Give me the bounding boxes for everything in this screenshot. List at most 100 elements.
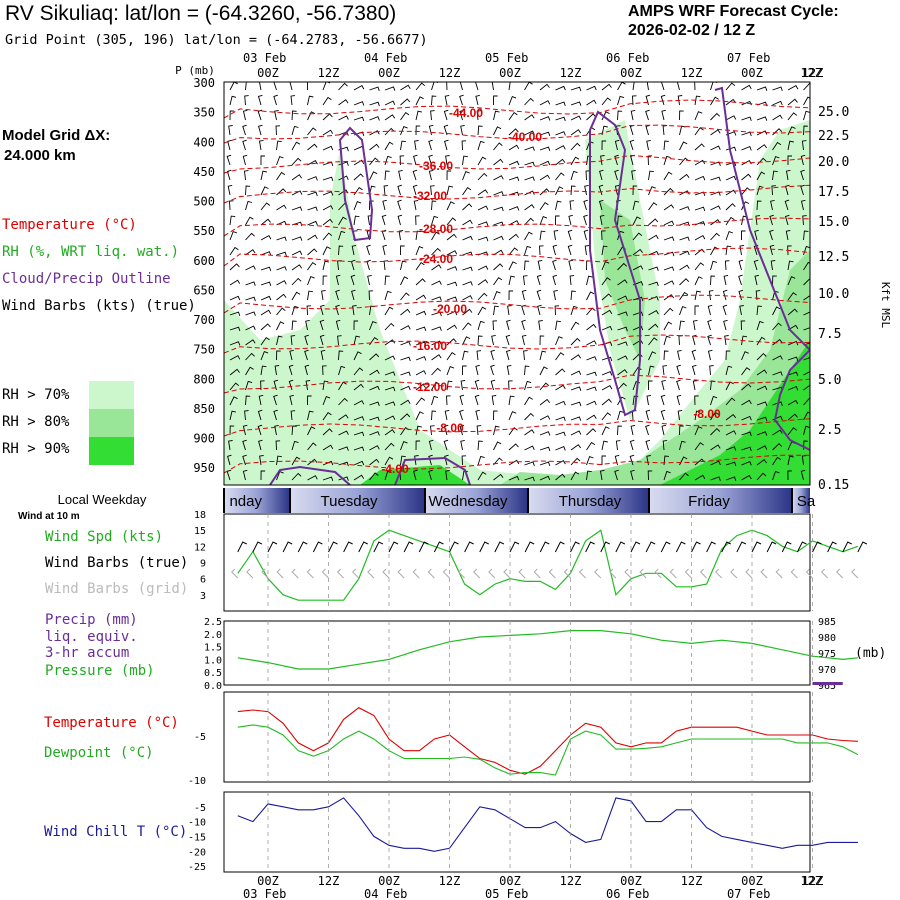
wind-barb <box>524 396 533 406</box>
wind-barb <box>245 380 253 391</box>
wind-barb <box>694 206 706 212</box>
wind-barb <box>335 319 341 331</box>
wind-barb <box>663 266 675 271</box>
wind-barb <box>787 112 798 121</box>
wind-barb <box>679 278 690 286</box>
wind-barb <box>707 319 712 331</box>
wind-barb <box>415 278 426 286</box>
wind-barb <box>725 98 736 106</box>
wind-barb <box>229 82 238 91</box>
wind-barb <box>428 439 434 451</box>
wind-barb <box>787 308 798 316</box>
wind-barb <box>258 394 264 406</box>
wind-barb-true <box>570 541 580 553</box>
wind-barb <box>307 426 316 436</box>
wind-barb <box>756 385 768 391</box>
wind-barb <box>291 174 302 181</box>
wind-barb <box>431 215 439 226</box>
wind-barb <box>477 236 489 242</box>
wind-barb <box>276 321 285 331</box>
wind-barb <box>617 369 628 376</box>
wind-barb <box>601 230 606 241</box>
wind-barb <box>677 349 682 361</box>
wind-barb <box>617 95 625 106</box>
wind-barb <box>307 442 317 451</box>
wind-barb <box>555 336 563 346</box>
wind-barb <box>384 100 396 106</box>
wind-barb <box>524 231 533 241</box>
wind-barb <box>539 335 545 346</box>
wind-barb-true <box>812 541 822 553</box>
wind-barb <box>710 411 719 421</box>
wind-chill-tick: -5 <box>194 803 206 814</box>
wind-barb <box>276 335 283 346</box>
wind-barb <box>304 349 309 361</box>
wind-barb <box>335 274 341 286</box>
pressure-tick-right: 970 <box>818 665 836 676</box>
wind-barb-true <box>842 541 852 553</box>
wind-barb <box>508 220 520 226</box>
wind-barb-grid <box>261 568 269 579</box>
wind-barb <box>539 245 544 256</box>
wind-barb <box>369 171 378 181</box>
wind-barb <box>803 411 810 421</box>
wind-barb <box>803 371 810 376</box>
wind-barb <box>289 349 294 361</box>
wind-barb <box>570 185 576 196</box>
wind-barb <box>242 454 247 466</box>
wind-barb <box>614 139 620 151</box>
wind-barb <box>508 459 520 466</box>
wind-barb-grid <box>412 568 420 579</box>
wind-barb <box>756 352 767 361</box>
wind-barb <box>772 401 783 406</box>
wind-barb <box>290 410 296 421</box>
wind-barb <box>462 295 473 301</box>
wind-barb <box>663 321 673 331</box>
wind-barb-true <box>464 541 474 553</box>
wind-barb <box>462 266 473 272</box>
wind-barb <box>382 244 387 256</box>
wind-barb <box>586 85 597 91</box>
wind-barb <box>741 230 746 240</box>
wind-barb <box>260 295 272 301</box>
wind-barb <box>291 320 297 331</box>
pressure-tick: 850 <box>193 402 215 416</box>
wind-barb <box>291 190 303 196</box>
wind-barb <box>539 382 550 391</box>
kft-tick: 2.5 <box>818 423 841 438</box>
pressure-tick: 400 <box>193 135 215 149</box>
wind-barb <box>741 131 752 137</box>
grid-point-subtitle: Grid Point (305, 196) lat/lon = (-64.278… <box>5 32 428 48</box>
wind-barb <box>601 325 613 331</box>
wind-barb <box>338 381 347 391</box>
wind-barb <box>555 431 566 437</box>
wind-barb <box>459 394 465 406</box>
wind-barb <box>477 140 485 151</box>
wind-barb <box>648 234 659 241</box>
wind-barb <box>614 184 620 196</box>
wind-barb <box>353 351 362 361</box>
wind-barb-grid <box>231 568 239 579</box>
wind-barb <box>661 82 665 91</box>
wind-barb <box>400 371 411 377</box>
wind-barb <box>508 247 519 256</box>
wind-barb <box>617 326 628 332</box>
wind-barb <box>260 251 272 256</box>
pressure-tick: 900 <box>193 432 215 446</box>
wind-barb <box>601 371 613 376</box>
wind-barb <box>524 445 535 451</box>
wind-barb <box>291 206 303 211</box>
wind-barb <box>694 426 703 436</box>
wind-barb-true <box>615 541 626 553</box>
wind-barb <box>523 275 528 286</box>
wind-barb <box>244 170 249 181</box>
wind-barb <box>648 351 657 361</box>
wind-barb <box>276 280 287 286</box>
wind-barb <box>738 259 744 271</box>
wind-barb <box>229 279 241 286</box>
pressure-tick-right: 985 <box>818 617 836 628</box>
wind-barb <box>584 245 590 256</box>
wind-barb <box>260 470 266 481</box>
wind-barb <box>400 260 407 271</box>
wind-barb <box>617 230 625 241</box>
